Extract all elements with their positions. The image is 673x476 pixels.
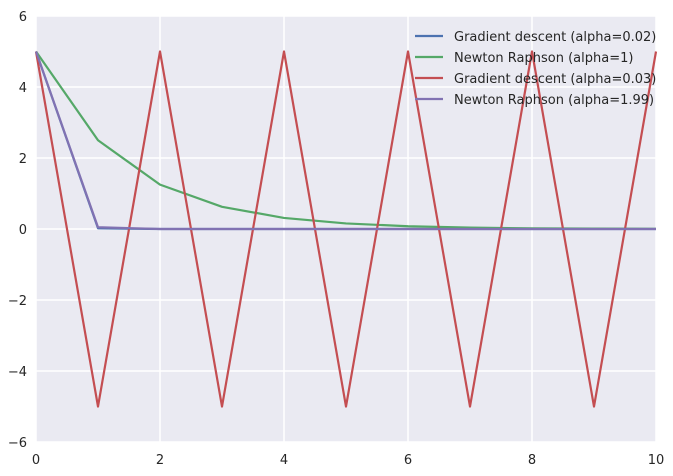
legend-label: Gradient descent (alpha=0.03): [454, 72, 656, 87]
y-tick-label: −6: [8, 436, 27, 451]
series-line-4: [34, 51, 656, 231]
legend-label: Gradient descent (alpha=0.02): [454, 30, 656, 45]
legend: Gradient descent (alpha=0.02) Newton Raph…: [415, 30, 656, 108]
y-tick-label: −2: [8, 294, 27, 309]
y-tick-label: 2: [19, 152, 27, 167]
x-axis-tick-labels: 0 2 4 6 8 10: [32, 453, 664, 468]
y-tick-label: −4: [8, 365, 27, 380]
legend-label: Newton Raphson (alpha=1.99): [454, 93, 654, 108]
y-axis-tick-labels: −6 −4 −2 0 2 4 6: [8, 10, 27, 451]
x-tick-label: 4: [280, 453, 288, 468]
x-tick-label: 2: [156, 453, 164, 468]
y-tick-label: 6: [19, 10, 27, 25]
x-tick-label: 0: [32, 453, 40, 468]
x-tick-label: 8: [528, 453, 536, 468]
x-tick-label: 10: [648, 453, 665, 468]
x-tick-label: 6: [404, 453, 412, 468]
series-layer: [34, 50, 658, 408]
legend-label: Newton Raphson (alpha=1): [454, 51, 633, 66]
y-tick-label: 0: [19, 223, 27, 238]
series-line-3: [34, 50, 658, 408]
y-tick-label: 4: [19, 81, 27, 96]
